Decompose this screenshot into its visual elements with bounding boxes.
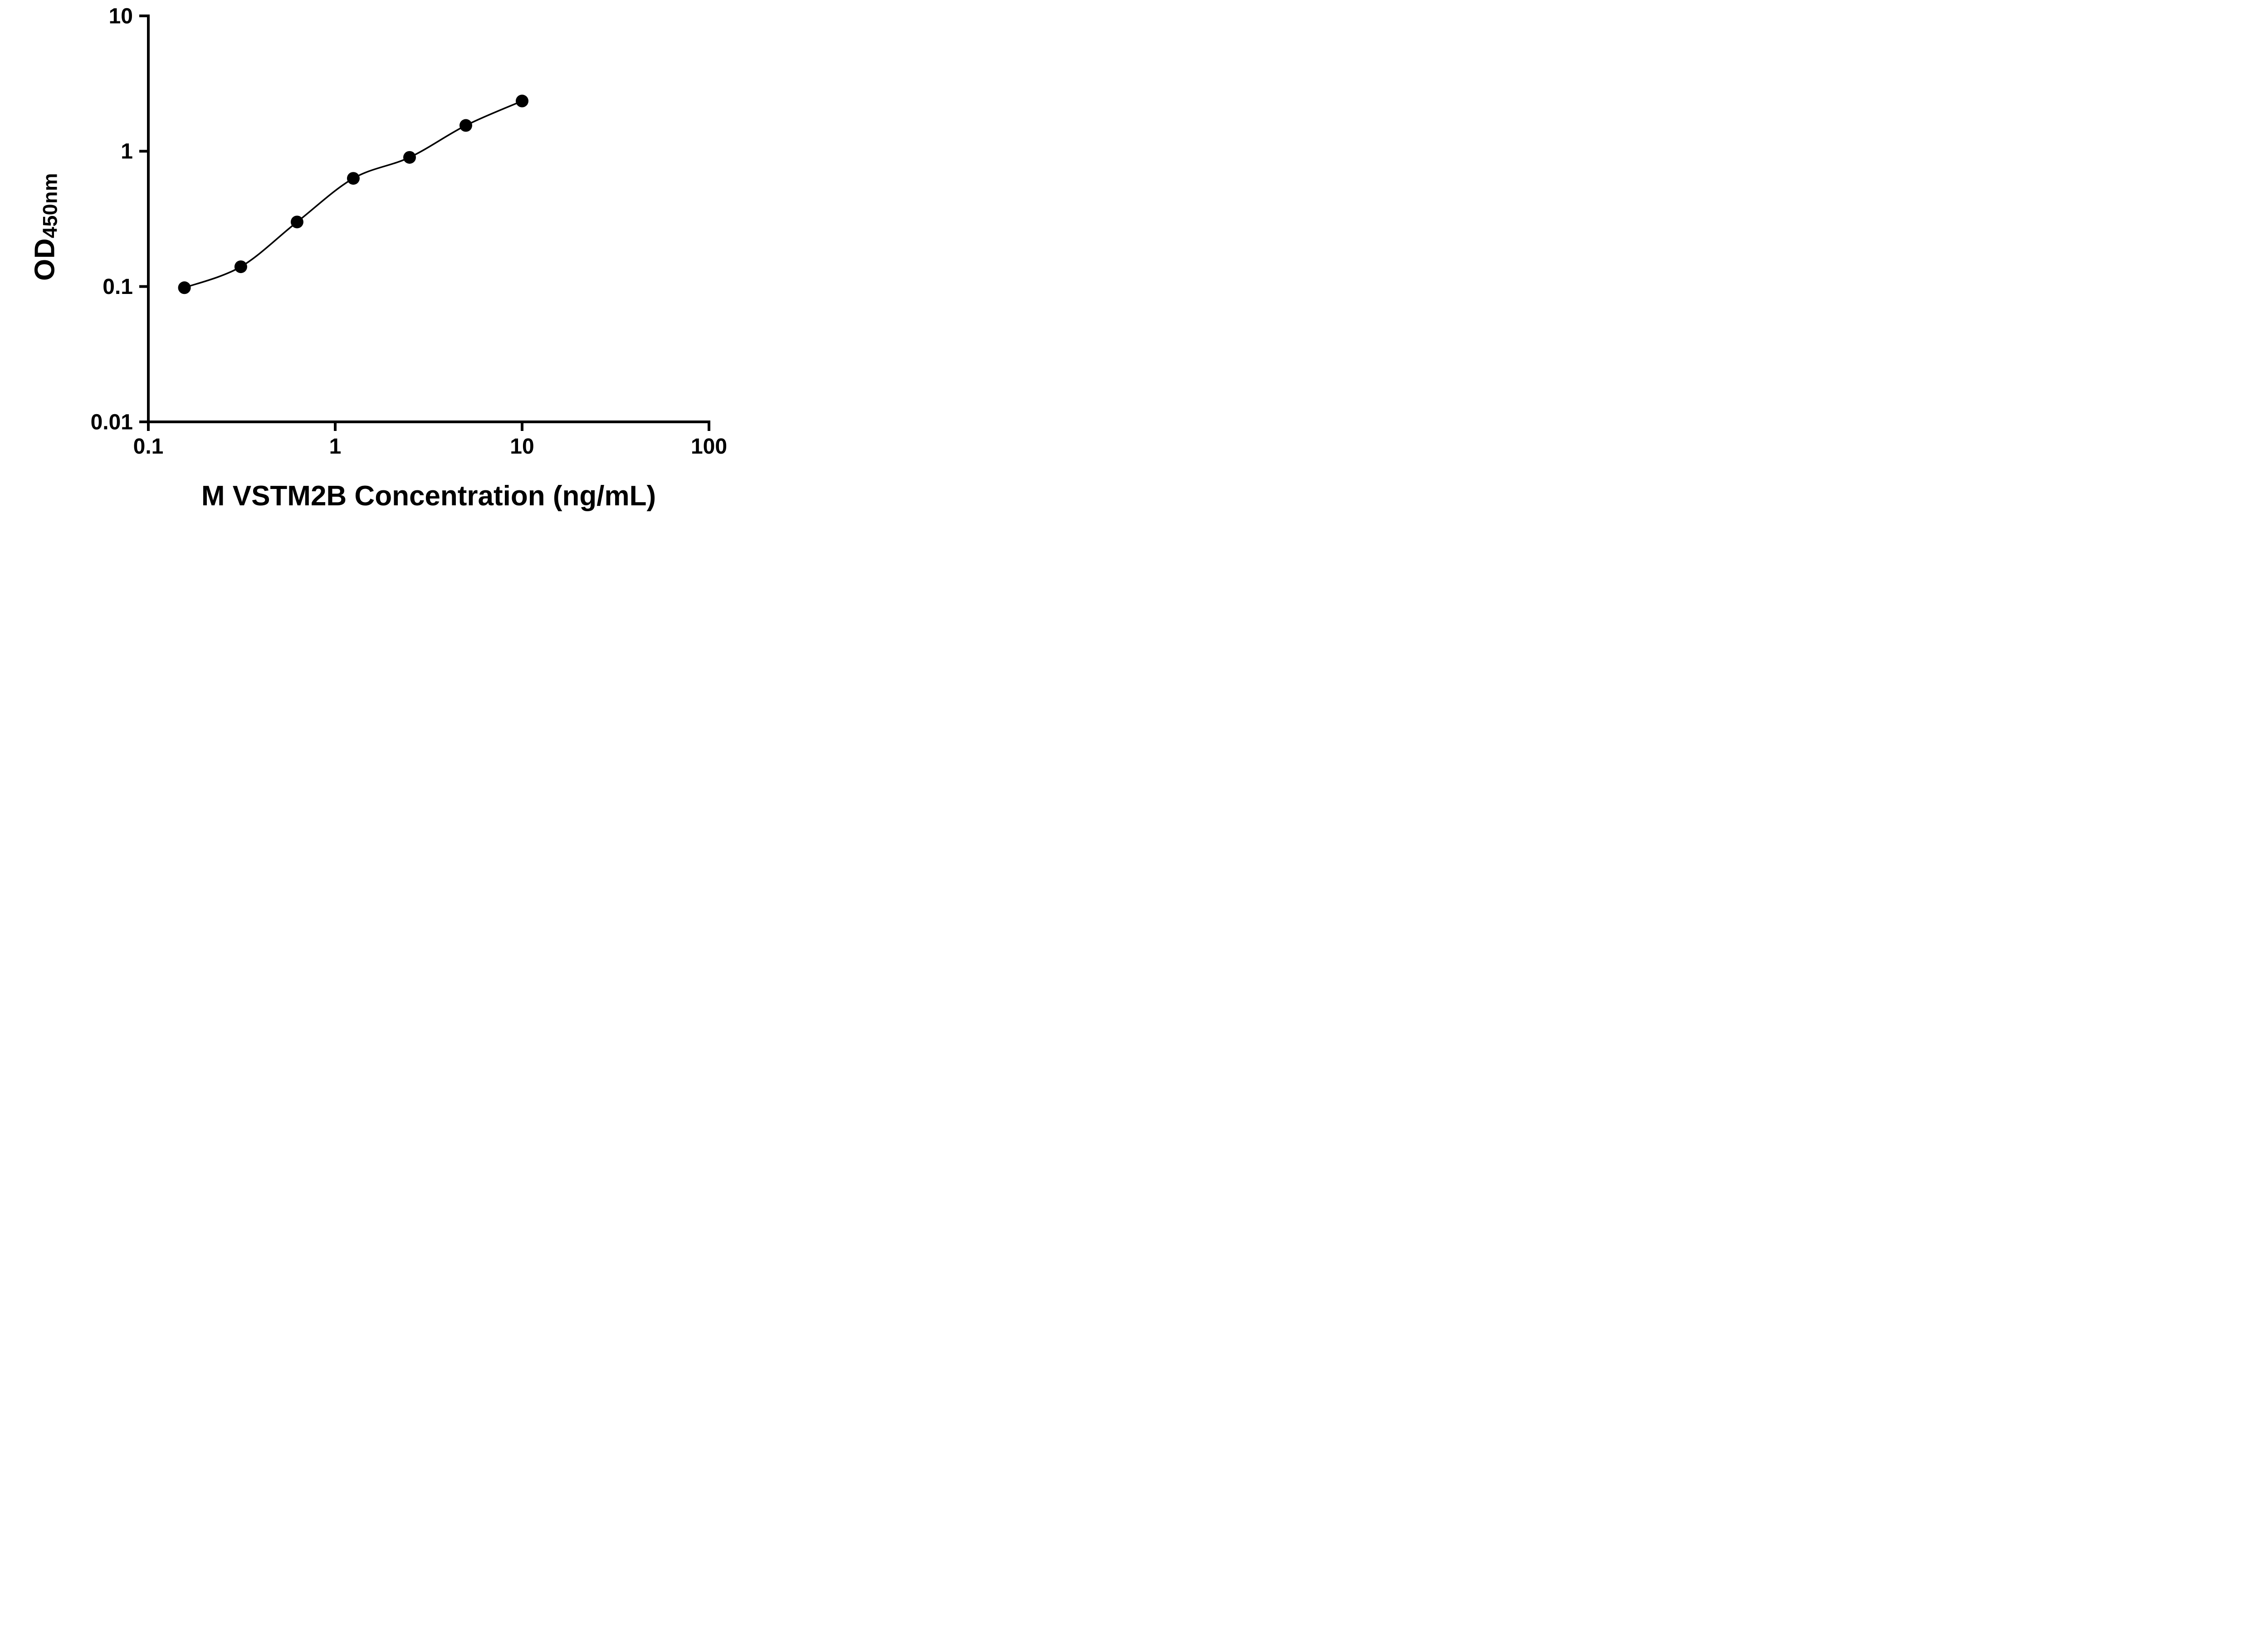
data-point (347, 172, 360, 185)
x-tick-label: 10 (510, 435, 534, 459)
fit-curve (184, 100, 523, 288)
x-tick-label: 100 (691, 435, 727, 459)
data-point (234, 260, 247, 274)
data-point (403, 151, 416, 164)
x-axis-title: M VSTM2B Concentration (ng/mL) (201, 480, 656, 512)
data-point (459, 119, 472, 132)
y-tick-label: 1 (121, 140, 133, 164)
data-point (178, 281, 191, 294)
elisa-standard-curve-figure: 0.01 0.1 1 10 0.1 1 10 100 OD450nm M VSTM2B Con… (0, 0, 777, 544)
x-tick-label: 1 (329, 435, 342, 459)
data-point (516, 94, 528, 108)
y-tick-label: 10 (109, 4, 133, 28)
y-tick-label: 0.01 (91, 410, 133, 434)
x-tick-label: 0.1 (133, 435, 164, 459)
y-axis-title-main: OD (29, 238, 61, 281)
y-axis-title: OD450nm (29, 173, 62, 281)
y-axis-title-subscript: 450nm (39, 173, 62, 238)
y-tick-label: 0.1 (103, 275, 133, 299)
data-point (290, 215, 303, 229)
